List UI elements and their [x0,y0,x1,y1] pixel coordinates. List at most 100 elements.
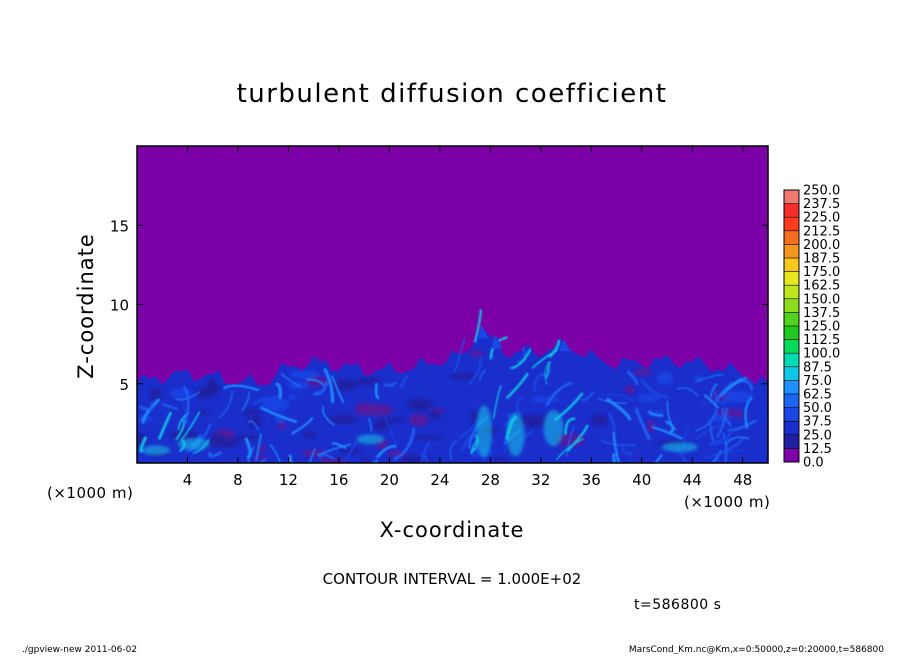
field-patch [195,387,217,399]
field-streak [180,393,189,425]
colorbar-swatch [784,312,799,327]
field-patch [303,430,316,439]
field-streak [449,440,457,460]
field-core-patch [356,434,385,445]
field-streak [420,441,430,463]
field-streak [175,419,186,441]
y-tick-label: 10 [110,297,129,315]
colorbar-swatch [784,448,799,463]
colorbar-label: 150.0 [803,292,840,307]
field-patch [428,410,441,420]
colorbar-swatch [784,217,799,232]
field-streak [308,448,316,463]
field-streak [223,384,260,392]
field-patches [137,350,754,463]
field-patch [646,420,656,433]
field-patch [207,377,217,391]
field-streak [161,403,178,410]
x-tick-label: 24 [430,471,449,489]
colorbar-label: 112.5 [803,333,840,348]
colorbar-label: 75.0 [803,374,832,389]
field-streak [244,437,252,459]
field-patch [209,433,227,446]
field-patch [379,417,408,422]
field-streak [252,395,280,406]
field-patch [722,390,754,403]
field-streak [629,451,634,463]
x-tick-label: 44 [683,471,702,489]
field-patch [359,457,372,463]
field-streak [180,411,201,442]
field-patch [242,409,261,415]
field-streak [548,339,561,358]
field-patch [411,435,443,440]
colorbar-label: 175.0 [803,265,840,280]
colorbar-label: 87.5 [803,360,832,375]
colorbar-label: 137.5 [803,306,840,321]
colorbar-swatch [784,244,799,259]
field-streak [478,369,486,381]
field-streak [255,433,262,462]
field-streak [634,408,651,440]
field-patch [632,369,653,376]
field-streak [699,399,730,404]
footer-right: MarsCond_Km.nc@Km,x=0:50000,z=0:20000,t=… [629,645,884,654]
field-core-patch [476,405,493,458]
x-tick-label: 16 [329,471,348,489]
colorbar-label: 100.0 [803,347,840,362]
field-streaks [139,309,768,463]
field-streak [697,374,724,382]
colorbar-label: 62.5 [803,388,832,403]
colorbar-label: 125.0 [803,320,840,335]
colorbar-swatch [784,380,799,395]
colorbar-swatch [784,353,799,368]
x-tick-label: 28 [481,471,500,489]
field-streak [269,444,282,463]
field-streak [653,454,663,463]
field-streak [384,417,397,447]
colorbar-label: 212.5 [803,224,840,239]
field-streak [532,372,546,392]
field-streak [141,398,160,424]
field-streak [275,382,283,400]
x-unit-right: (×1000 m) [684,493,770,511]
field-streak [725,436,750,445]
field-streak [608,412,617,431]
field-streak [393,427,416,461]
field-streak [714,382,733,404]
field-streak [564,417,576,435]
field-streak [383,381,397,387]
field-patch [657,372,674,386]
x-tick-label: 8 [233,471,243,489]
colorbar-swatch [784,407,799,422]
field-streak [722,432,728,463]
x-tick-label: 12 [279,471,298,489]
x-unit-left: (×1000 m) [47,484,133,502]
colorbar-swatch [784,190,799,204]
field-core-patch [543,410,564,447]
colorbar-swatch [784,434,799,449]
field-streak [318,453,335,460]
field-plume [490,334,503,349]
field-streak [376,445,397,459]
field-streak [306,378,324,386]
field-streak [474,309,482,343]
field-streak [648,410,664,417]
field-streak [399,375,409,389]
time-stamp: t=586800 s [634,597,721,613]
colorbar: 0.012.525.037.550.062.575.087.5100.0112.… [783,184,840,471]
colorbar-swatch [784,339,799,354]
colorbar-label: 25.0 [803,428,832,443]
field-streak [703,449,742,460]
field-streak [763,405,768,418]
field-streak [331,375,345,404]
field-patch [262,398,290,412]
field-patch [287,394,298,400]
field-streak [531,349,558,369]
field-patch [518,414,549,428]
y-tick-label: 15 [110,217,129,235]
field-core-patch [177,437,210,450]
field-streak [516,396,524,416]
field-patch [624,385,635,395]
